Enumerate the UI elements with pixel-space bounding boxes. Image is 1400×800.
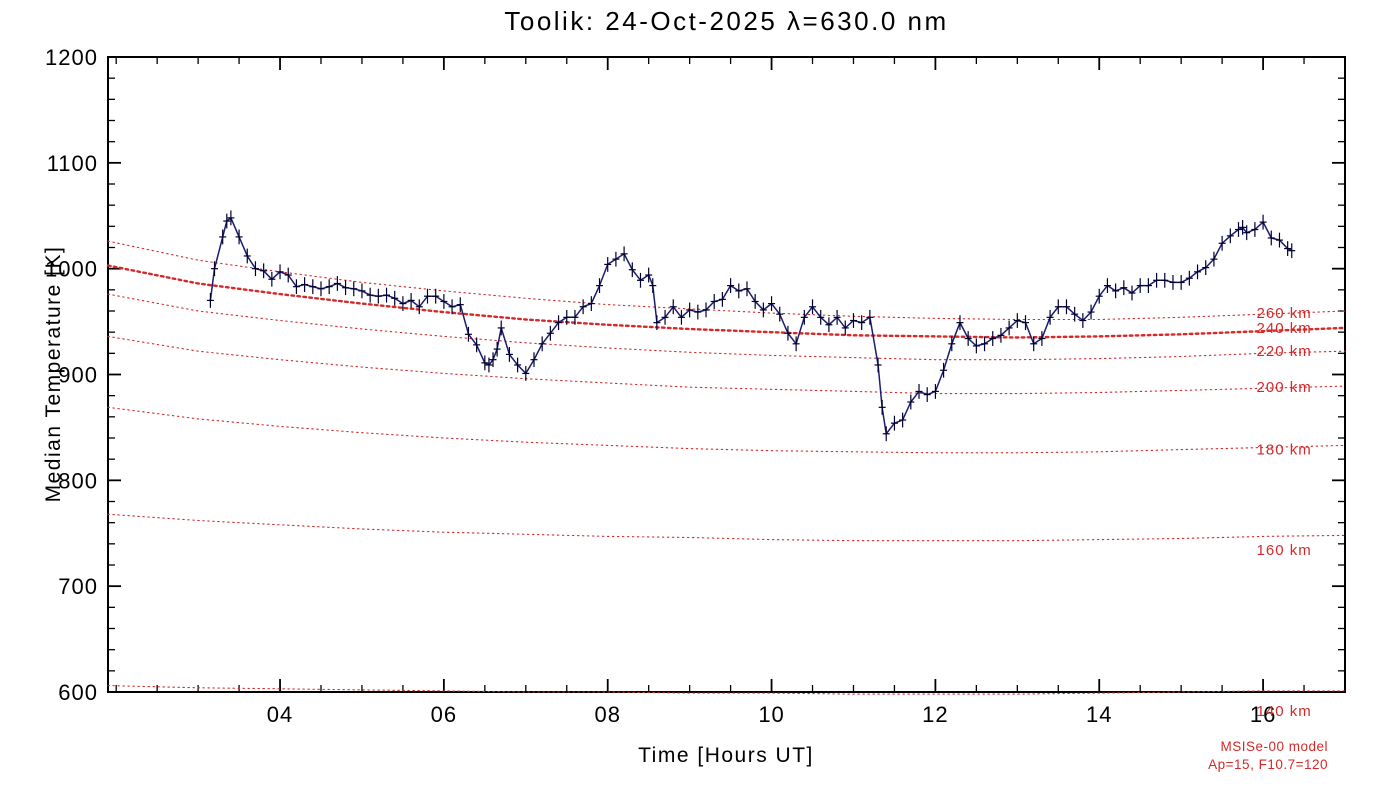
- svg-text:240 km: 240 km: [1257, 320, 1312, 337]
- svg-text:700: 700: [58, 574, 98, 599]
- svg-text:600: 600: [58, 680, 98, 705]
- svg-text:08: 08: [594, 702, 620, 727]
- svg-text:140 km: 140 km: [1257, 703, 1312, 720]
- y-axis-label: Median Temperature [K]: [42, 245, 65, 503]
- chart-title: Toolik: 24-Oct-2025 λ=630.0 nm: [504, 6, 949, 36]
- model-annotation-line1: MSISe-00 model: [1220, 739, 1328, 754]
- svg-text:200 km: 200 km: [1257, 379, 1312, 396]
- svg-text:14: 14: [1086, 702, 1112, 727]
- svg-text:800: 800: [58, 468, 98, 493]
- x-axis-label: Time [Hours UT]: [638, 744, 814, 767]
- svg-text:1000: 1000: [45, 257, 98, 282]
- svg-text:16: 16: [1250, 702, 1276, 727]
- svg-text:06: 06: [431, 702, 457, 727]
- svg-text:260 km: 260 km: [1257, 305, 1312, 322]
- svg-text:160 km: 160 km: [1257, 542, 1312, 559]
- svg-text:1200: 1200: [45, 45, 98, 70]
- svg-text:10: 10: [758, 702, 784, 727]
- svg-text:1100: 1100: [47, 151, 98, 176]
- svg-text:900: 900: [58, 363, 98, 388]
- svg-text:04: 04: [267, 702, 293, 727]
- svg-text:220 km: 220 km: [1257, 343, 1312, 360]
- model-annotation: MSISe-00 model Ap=15, F10.7=120: [1208, 738, 1328, 774]
- svg-text:180 km: 180 km: [1257, 442, 1312, 459]
- svg-text:12: 12: [922, 702, 948, 727]
- model-annotation-line2: Ap=15, F10.7=120: [1208, 757, 1328, 773]
